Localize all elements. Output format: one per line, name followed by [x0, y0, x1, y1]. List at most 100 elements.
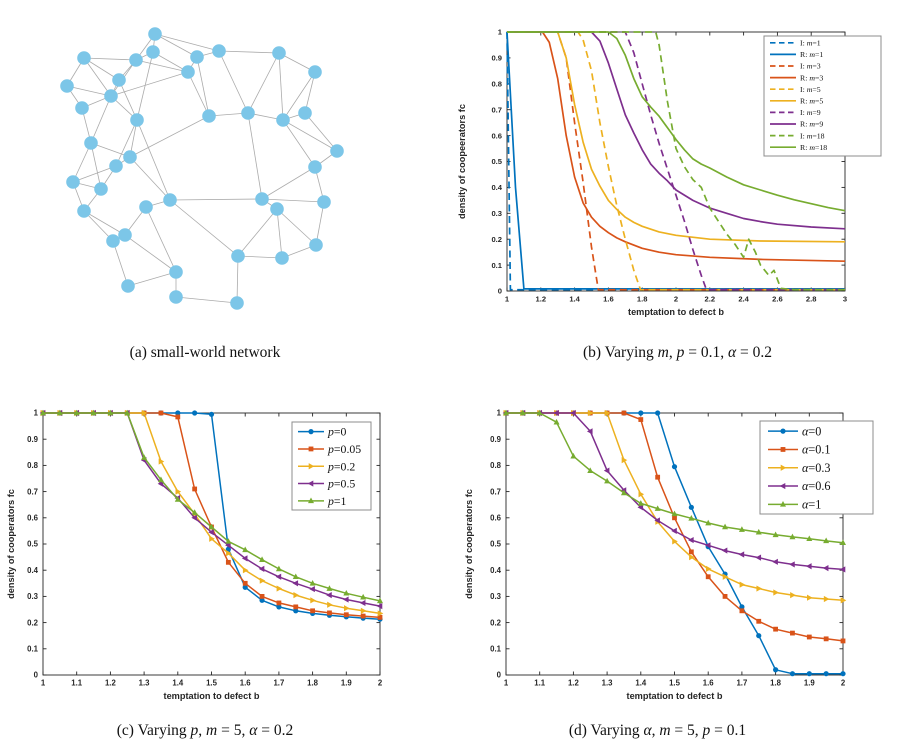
- network-edge: [137, 120, 170, 200]
- network-edge: [277, 209, 316, 245]
- caption-a: (a) small-world network: [30, 344, 380, 362]
- legend: α=0α=0.1α=0.3α=0.6α=1: [760, 421, 873, 514]
- legend-label: R: m=1: [800, 50, 823, 59]
- network-node: [276, 113, 290, 127]
- x-tick-label: 1.2: [105, 679, 117, 688]
- network-node: [181, 65, 195, 79]
- network-node: [75, 101, 89, 115]
- y-tick-label: 0.2: [27, 618, 39, 627]
- x-tick-label: 1.7: [273, 679, 284, 688]
- y-tick-label: 1: [497, 409, 502, 418]
- legend: I: m=1R: m=1I: m=3R: m=3I: m=5R: m=5I: m…: [764, 36, 881, 156]
- figure-canvas: 11.21.41.61.822.22.42.62.8300.10.20.30.4…: [0, 0, 900, 754]
- network-edge: [130, 157, 170, 200]
- network-node: [163, 193, 177, 207]
- y-axis-label: density of cooperators fc: [6, 489, 16, 599]
- x-tick-label: 1: [504, 679, 509, 688]
- y-tick-label: 0.5: [490, 540, 502, 549]
- network-node: [66, 175, 80, 189]
- network-node: [190, 50, 204, 64]
- network-edge: [84, 58, 111, 96]
- network-edge: [305, 113, 337, 151]
- chart-varying-m: 11.21.41.61.822.22.42.62.8300.10.20.30.4…: [450, 0, 900, 375]
- x-tick-label: 2.4: [738, 295, 749, 304]
- network-edge: [248, 53, 279, 113]
- x-tick-label: 1.4: [569, 295, 580, 304]
- network-edge: [176, 297, 237, 303]
- x-tick-label: 1.8: [770, 679, 782, 688]
- y-tick-label: 0.3: [490, 592, 502, 601]
- x-tick-label: 1: [505, 295, 510, 304]
- y-tick-label: 0: [498, 287, 502, 296]
- caption-b: (b) Varying m, p = 0.1, α = 0.2: [480, 344, 875, 362]
- network-node: [139, 200, 153, 214]
- panel-c: 11.11.21.31.41.51.61.71.81.9200.10.20.30…: [0, 379, 450, 754]
- network-edge: [279, 53, 283, 120]
- x-tick-label: 2: [378, 679, 383, 688]
- y-tick-label: 1: [498, 28, 503, 37]
- x-tick-label: 1.5: [669, 679, 681, 688]
- network-node: [104, 89, 118, 103]
- x-tick-label: 1.6: [603, 295, 614, 304]
- y-tick-label: 0.5: [27, 540, 39, 549]
- network-node: [202, 109, 216, 123]
- y-tick-label: 0.3: [491, 209, 502, 218]
- network-node: [118, 228, 132, 242]
- network-edge: [155, 34, 219, 51]
- network-node: [60, 79, 74, 93]
- x-tick-label: 1.9: [341, 679, 353, 688]
- x-tick-label: 1.8: [307, 679, 319, 688]
- y-tick-label: 0.8: [491, 80, 502, 89]
- network-node: [130, 113, 144, 127]
- x-tick-label: 1.3: [602, 679, 614, 688]
- y-tick-label: 0.1: [27, 645, 39, 654]
- y-tick-label: 0.8: [490, 461, 502, 470]
- network-node: [270, 202, 284, 216]
- legend-label: I: m=5: [800, 85, 821, 94]
- network-node: [146, 45, 160, 59]
- network-edge: [113, 241, 128, 286]
- network-edge: [262, 199, 324, 202]
- y-tick-label: 0.9: [27, 435, 39, 444]
- network-node: [77, 51, 91, 65]
- y-tick-label: 0.6: [491, 131, 502, 140]
- y-tick-label: 0.4: [491, 183, 502, 192]
- network-edge: [91, 143, 101, 189]
- network-edge: [248, 113, 262, 199]
- network-node: [169, 290, 183, 304]
- legend-label: p=0.5: [327, 477, 355, 491]
- network-edge: [84, 211, 125, 235]
- network-edges: [67, 34, 337, 303]
- network-node: [212, 44, 226, 58]
- x-tick-label: 1: [41, 679, 46, 688]
- network-node: [317, 195, 331, 209]
- x-tick-label: 1.6: [703, 679, 715, 688]
- legend-label: α=0.1: [802, 443, 831, 457]
- network-node: [112, 73, 126, 87]
- legend-label: I: m=3: [800, 62, 821, 71]
- x-tick-label: 1.1: [71, 679, 83, 688]
- legend-label: p=0.05: [327, 442, 361, 456]
- network-edge: [125, 235, 176, 272]
- chart-varying-alpha: 11.11.21.31.41.51.61.71.81.9200.10.20.30…: [450, 379, 900, 754]
- y-tick-label: 0.4: [490, 566, 502, 575]
- legend-label: α=0.3: [802, 461, 831, 475]
- network-edge: [277, 209, 282, 258]
- network-node: [148, 27, 162, 41]
- network-edge: [219, 51, 279, 53]
- panel-d: 11.11.21.31.41.51.61.71.81.9200.10.20.30…: [450, 379, 900, 754]
- network-edge: [128, 272, 176, 286]
- x-tick-label: 1.4: [635, 679, 647, 688]
- panel-a: [0, 0, 450, 375]
- legend-label: α=0: [802, 424, 821, 438]
- legend-label: R: m=9: [800, 120, 823, 129]
- network-edge: [283, 120, 315, 167]
- x-tick-label: 1.6: [240, 679, 252, 688]
- network-node: [255, 192, 269, 206]
- x-tick-label: 1.3: [139, 679, 151, 688]
- legend: p=0p=0.05p=0.2p=0.5p=1: [292, 422, 371, 510]
- network-edge: [197, 57, 209, 116]
- network-node: [298, 106, 312, 120]
- y-tick-label: 1: [34, 409, 39, 418]
- x-axis-label: temptation to defect b: [628, 307, 724, 317]
